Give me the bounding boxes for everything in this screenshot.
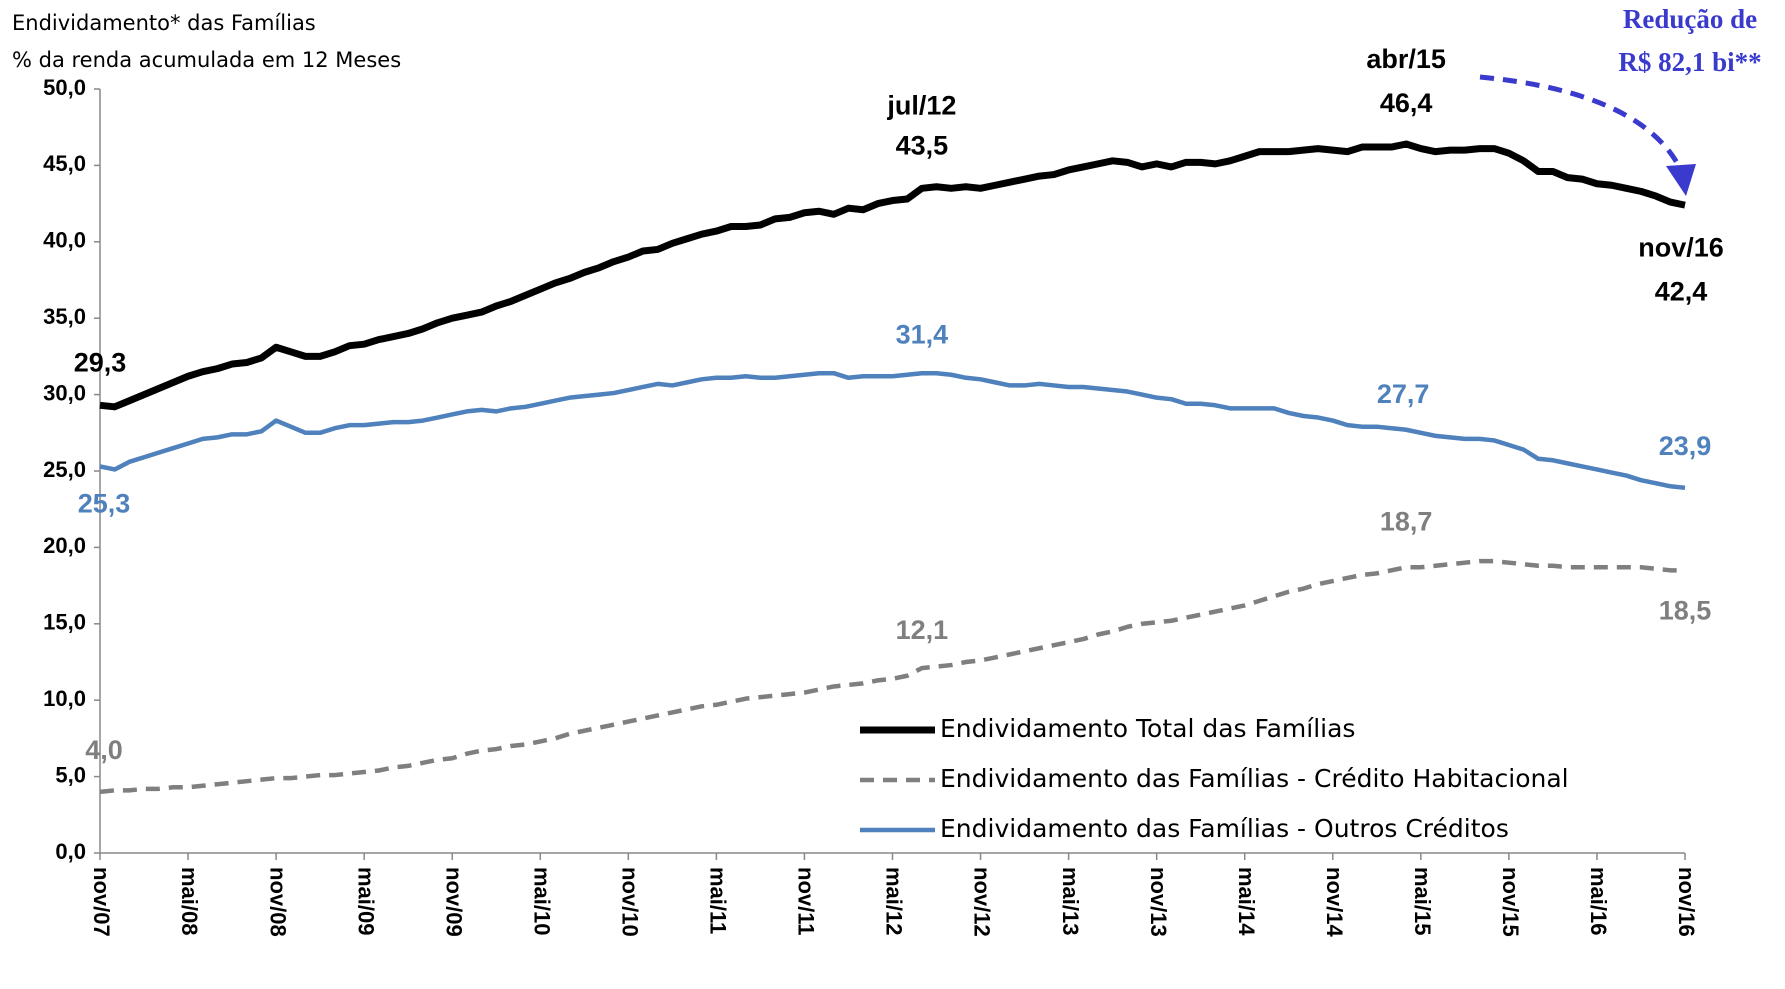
x-tick-label: nov/07 [89,867,114,937]
data-label: 23,9 [1659,431,1712,461]
date-annotation: jul/12 [886,90,956,120]
reduction-annotation: R$ 82,1 bi** [1618,47,1761,77]
data-label: 27,7 [1377,379,1430,409]
y-tick-label: 15,0 [43,610,86,635]
chart-title: Endividamento* das Famílias [12,11,316,35]
x-tick-label: mai/16 [1586,867,1611,936]
series-line [99,558,1685,795]
x-tick-label: nov/16 [1674,867,1699,937]
legend-label: Endividamento Total das Famílias [940,714,1355,743]
x-tick-label: mai/08 [177,867,202,936]
data-label: 43,5 [896,130,949,160]
legend-label: Endividamento das Famílias - Crédito Hab… [940,764,1569,793]
x-tick-label: mai/13 [1058,867,1083,936]
x-tick-label: nov/11 [794,867,819,935]
y-tick-label: 35,0 [43,304,86,329]
series-line [99,370,1686,491]
x-tick-label: nov/09 [441,867,466,937]
data-label: 12,1 [896,615,949,645]
data-label: 29,3 [74,347,127,377]
date-annotation: abr/15 [1366,44,1446,74]
y-tick-label: 0,0 [55,839,86,864]
reduction-annotation: Redução de [1623,4,1757,34]
data-label: 46,4 [1380,88,1433,118]
data-label: 4,0 [85,735,123,765]
date-annotation: nov/16 [1638,232,1724,262]
y-tick-label: 50,0 [43,75,86,100]
data-label: 31,4 [896,319,949,349]
x-tick-label: nov/14 [1322,867,1347,937]
x-tick-label: nov/13 [1146,867,1171,937]
x-tick-label: nov/12 [970,867,995,937]
data-label: 42,4 [1655,276,1708,306]
x-tick-label: mai/15 [1410,867,1435,936]
chart-subtitle: % da renda acumulada em 12 Meses [12,48,401,72]
y-tick-label: 30,0 [43,380,86,405]
y-tick-label: 5,0 [55,762,86,787]
y-tick-label: 40,0 [43,228,86,253]
y-tick-label: 20,0 [43,533,86,558]
series-line [99,140,1686,411]
data-label: 18,7 [1380,506,1433,536]
x-tick-label: mai/09 [353,867,378,936]
legend-label: Endividamento das Famílias - Outros Créd… [940,814,1509,843]
x-tick-label: nov/10 [618,867,643,937]
x-tick-label: mai/10 [529,867,554,936]
y-tick-label: 45,0 [43,151,86,176]
y-tick-label: 25,0 [43,457,86,482]
data-label: 18,5 [1659,595,1712,625]
x-tick-label: mai/14 [1234,867,1259,936]
y-tick-label: 10,0 [43,686,86,711]
x-tick-label: nov/08 [265,867,290,937]
x-tick-label: mai/11 [706,867,731,934]
reduction-arrow-head [1666,164,1696,196]
x-tick-label: mai/12 [882,867,907,936]
data-label: 25,3 [78,489,131,519]
x-tick-label: nov/15 [1498,867,1523,937]
